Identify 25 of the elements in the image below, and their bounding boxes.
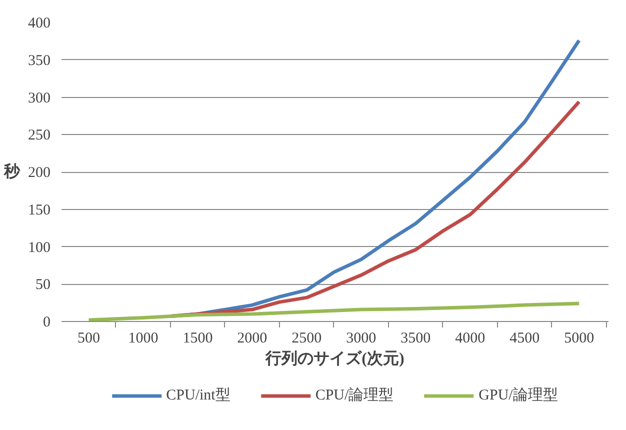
y-tick-label: 200 xyxy=(28,165,50,181)
y-tick-label: 400 xyxy=(28,16,50,32)
x-tick-label: 500 xyxy=(77,330,100,346)
y-tick-label: 350 xyxy=(28,52,50,69)
legend-label: GPU/論理型 xyxy=(478,386,558,404)
x-tick-label: 1000 xyxy=(128,330,158,346)
line-series xyxy=(86,302,581,322)
x-tick-label: 2000 xyxy=(237,330,268,346)
x-tick-label: 4500 xyxy=(510,330,540,346)
y-tick-label: 100 xyxy=(28,240,50,256)
x-tick-label: 5000 xyxy=(564,330,594,346)
y-tick-label: 150 xyxy=(28,202,50,218)
y-axis-title: 秒 xyxy=(3,162,21,180)
y-tick-label: 50 xyxy=(36,277,50,294)
x-tick-label: 4000 xyxy=(455,330,486,346)
x-tick-label: 1500 xyxy=(182,330,213,346)
x-tick-label: 3500 xyxy=(400,330,431,346)
y-tick-label: 300 xyxy=(28,90,50,106)
legend-label: CPU/論理型 xyxy=(315,386,394,404)
legend-label: CPU/int型 xyxy=(166,386,230,404)
x-tick-label: 2500 xyxy=(292,330,322,346)
x-axis-title: 行列のサイズ(次元) xyxy=(264,350,404,368)
y-tick-label: 0 xyxy=(43,314,50,330)
y-tick-label: 250 xyxy=(28,128,50,144)
x-tick-label: 3000 xyxy=(346,330,376,346)
